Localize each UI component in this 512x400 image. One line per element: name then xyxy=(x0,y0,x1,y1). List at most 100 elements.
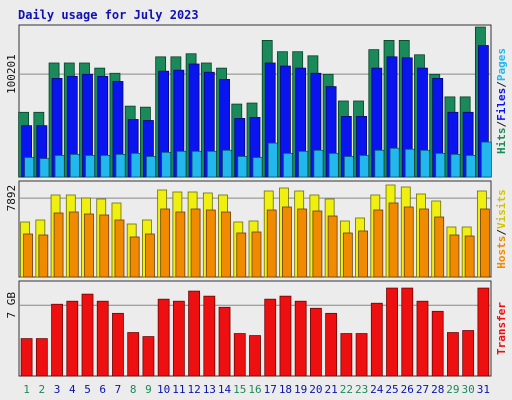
bar-hosts-day-15 xyxy=(236,232,247,278)
bar-kbytes-day-28 xyxy=(431,310,444,377)
x-tick-day-20: 20 xyxy=(309,383,322,396)
x-tick-day-22: 22 xyxy=(340,383,353,396)
bar-pages-day-28 xyxy=(435,152,447,178)
bar-kbytes-day-18 xyxy=(279,295,292,377)
bar-kbytes-day-2 xyxy=(35,338,48,377)
bar-pages-day-8 xyxy=(130,152,142,178)
bar-pages-day-19 xyxy=(298,150,310,178)
x-tick-day-13: 13 xyxy=(203,383,216,396)
bar-pages-day-9 xyxy=(146,156,157,178)
bar-hosts-day-8 xyxy=(129,236,140,278)
bar-pages-day-2 xyxy=(39,158,51,178)
bar-pages-day-16 xyxy=(252,157,264,178)
bar-kbytes-day-20 xyxy=(310,307,322,377)
bar-pages-day-30 xyxy=(465,155,477,178)
bar-kbytes-day-21 xyxy=(325,312,338,377)
x-tick-day-10: 10 xyxy=(157,383,170,396)
legend-entry: Hosts xyxy=(495,236,508,269)
bar-kbytes-day-10 xyxy=(157,298,170,377)
bar-pages-day-29 xyxy=(450,154,462,178)
legend-entry: Visits xyxy=(495,189,508,229)
bar-hosts-day-27 xyxy=(419,208,429,278)
x-tick-day-14: 14 xyxy=(218,383,232,396)
x-tick-day-26: 26 xyxy=(401,383,414,396)
bar-hosts-day-11 xyxy=(175,211,186,278)
x-tick-day-6: 6 xyxy=(99,383,106,396)
bar-kbytes-day-19 xyxy=(294,300,307,377)
bar-hosts-day-19 xyxy=(297,208,308,278)
bar-pages-day-15 xyxy=(237,156,249,178)
bar-hosts-day-22 xyxy=(342,232,353,278)
x-tick-day-8: 8 xyxy=(130,383,137,396)
bar-pages-day-31 xyxy=(480,141,492,178)
y-tick-label: 7 GB xyxy=(5,292,18,319)
bar-kbytes-day-15 xyxy=(233,333,246,377)
bar-hosts-day-3 xyxy=(53,212,64,278)
bar-hosts-day-9 xyxy=(145,233,155,278)
bar-pages-day-14 xyxy=(222,149,233,178)
bar-hosts-day-25 xyxy=(388,202,399,278)
bar-pages-day-25 xyxy=(389,147,401,178)
bar-hosts-day-23 xyxy=(358,230,368,278)
x-tick-day-18: 18 xyxy=(279,383,292,396)
legend-entry: Files xyxy=(495,88,508,121)
x-tick-day-30: 30 xyxy=(462,383,475,396)
bar-hosts-day-10 xyxy=(160,208,171,278)
bar-kbytes-day-29 xyxy=(447,332,459,377)
bar-kbytes-day-25 xyxy=(386,287,398,377)
x-tick-day-31: 31 xyxy=(477,383,490,396)
x-tick-day-19: 19 xyxy=(294,383,307,396)
x-tick-day-21: 21 xyxy=(325,383,338,396)
bar-hosts-day-14 xyxy=(221,211,231,278)
legend-entry: / xyxy=(495,229,508,236)
bar-kbytes-day-11 xyxy=(172,300,185,377)
legend-label: Transfer xyxy=(495,302,508,355)
bar-kbytes-day-1 xyxy=(20,338,33,377)
bar-hosts-day-5 xyxy=(84,213,94,278)
bar-kbytes-day-22 xyxy=(340,333,353,377)
panel-visits-sites: 7892 Hosts/Visits xyxy=(5,180,508,278)
x-tick-day-25: 25 xyxy=(385,383,398,396)
bar-kbytes-day-6 xyxy=(96,300,109,377)
bar-hosts-day-1 xyxy=(23,233,34,278)
x-tick-day-5: 5 xyxy=(84,383,91,396)
legend-entry: Hits xyxy=(495,128,508,155)
x-tick-day-16: 16 xyxy=(248,383,261,396)
bar-kbytes-day-30 xyxy=(462,330,475,377)
bar-hosts-day-18 xyxy=(282,206,292,278)
bar-pages-day-5 xyxy=(85,155,96,178)
bar-kbytes-day-31 xyxy=(477,287,490,377)
x-tick-day-23: 23 xyxy=(355,383,368,396)
x-tick-day-17: 17 xyxy=(264,383,277,396)
legend-label: Hits/Files/Pages xyxy=(495,48,508,154)
bar-kbytes-day-23 xyxy=(355,333,368,377)
bar-hosts-day-16 xyxy=(251,231,262,278)
bar-pages-day-24 xyxy=(374,149,386,178)
bar-kbytes-day-4 xyxy=(66,300,79,377)
x-axis-labels: 1 2 3 4 5 6 7 8 9 10 11 12 13 14 15 16 17 18 19 20 21 22 23 24 2… xyxy=(23,383,490,396)
x-tick-day-29: 29 xyxy=(446,383,459,396)
bar-kbytes-day-17 xyxy=(264,298,277,377)
bar-hosts-day-13 xyxy=(205,209,216,278)
x-tick-day-2: 2 xyxy=(39,383,46,396)
bar-hosts-day-21 xyxy=(327,215,338,278)
bar-kbytes-day-26 xyxy=(401,287,414,377)
bar-kbytes-day-5 xyxy=(81,293,94,377)
bar-hosts-day-7 xyxy=(114,219,125,278)
bar-pages-day-21 xyxy=(328,152,340,178)
bar-hosts-day-6 xyxy=(99,214,110,278)
bar-hosts-day-26 xyxy=(403,206,414,278)
bar-kbytes-day-27 xyxy=(416,300,429,377)
bar-pages-day-13 xyxy=(206,150,218,178)
bar-pages-day-10 xyxy=(161,151,173,178)
bar-pages-day-23 xyxy=(359,155,370,178)
bar-kbytes-day-13 xyxy=(203,295,216,377)
legend-entry: Transfer xyxy=(495,302,508,355)
x-tick-day-28: 28 xyxy=(431,383,444,396)
bar-hosts-day-28 xyxy=(434,216,445,278)
bar-hosts-day-31 xyxy=(479,208,490,278)
bar-kbytes-day-3 xyxy=(51,303,63,377)
bar-kbytes-day-14 xyxy=(218,306,231,377)
chart-title: Daily usage for July 2023 xyxy=(18,8,199,22)
